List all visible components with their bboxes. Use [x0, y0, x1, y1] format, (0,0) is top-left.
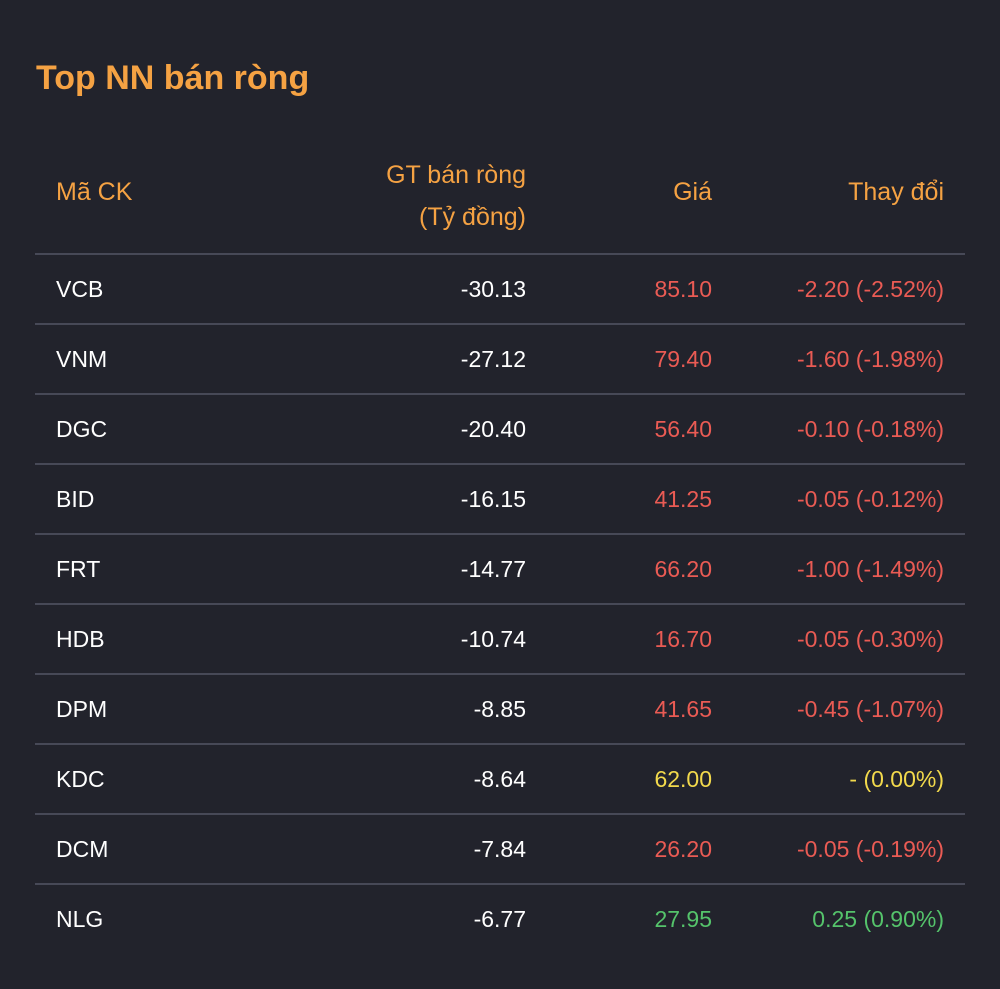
- price-change: -1.60 (-1.98%): [796, 346, 944, 372]
- price: 41.65: [654, 696, 712, 722]
- stock-code: FRT: [56, 556, 101, 582]
- table-header: Mã CK GT bán ròng (Tỷ đồng) Giá Thay đổi: [35, 140, 965, 255]
- table-body: VCB -30.13 85.10 -2.20 (-2.52%) VNM -27.12 79.…: [35, 255, 965, 955]
- price: 79.40: [654, 346, 712, 372]
- net-sell-value: -16.15: [460, 486, 526, 512]
- stock-code: VCB: [56, 276, 104, 302]
- net-sell-value: -20.40: [460, 416, 526, 442]
- table-row[interactable]: DCM -7.84 26.20 -0.05 (-0.19%): [35, 815, 965, 885]
- table-row[interactable]: DGC -20.40 56.40 -0.10 (-0.18%): [35, 395, 965, 465]
- stock-code: DPM: [56, 696, 108, 722]
- price: 56.40: [654, 416, 712, 442]
- column-header-code[interactable]: Mã CK: [56, 178, 133, 206]
- price-change: - (0.00%): [849, 766, 944, 792]
- price-change: -0.10 (-0.18%): [796, 416, 944, 442]
- net-sell-value: -14.77: [460, 556, 526, 582]
- price: 26.20: [654, 836, 712, 862]
- stock-code: HDB: [56, 626, 105, 652]
- net-sell-value: -10.74: [460, 626, 526, 652]
- price: 62.00: [654, 766, 712, 792]
- table-row[interactable]: VNM -27.12 79.40 -1.60 (-1.98%): [35, 325, 965, 395]
- net-sell-value: -8.64: [473, 766, 526, 792]
- table-row[interactable]: NLG -6.77 27.95 0.25 (0.90%): [35, 885, 965, 955]
- stock-code: DGC: [56, 416, 108, 442]
- net-sell-value: -30.13: [460, 276, 526, 302]
- table-row[interactable]: DPM -8.85 41.65 -0.45 (-1.07%): [35, 675, 965, 745]
- price-change: 0.25 (0.90%): [812, 906, 944, 932]
- column-header-change[interactable]: Thay đổi: [848, 178, 944, 206]
- column-header-net-sell-value-line2: (Tỷ đồng): [419, 203, 526, 231]
- price-change: -0.05 (-0.30%): [796, 626, 944, 652]
- price-change: -2.20 (-2.52%): [796, 276, 944, 302]
- price-change: -0.05 (-0.12%): [796, 486, 944, 512]
- price: 41.25: [654, 486, 712, 512]
- table-row[interactable]: HDB -10.74 16.70 -0.05 (-0.30%): [35, 605, 965, 675]
- net-sell-value: -6.77: [473, 906, 526, 932]
- stock-code: VNM: [56, 346, 108, 372]
- price: 16.70: [654, 626, 712, 652]
- column-header-net-sell-value-line1: GT bán ròng: [386, 161, 526, 189]
- stock-code: KDC: [56, 766, 105, 792]
- table-row[interactable]: VCB -30.13 85.10 -2.20 (-2.52%): [35, 255, 965, 325]
- net-sell-value: -27.12: [460, 346, 526, 372]
- price-change: -0.45 (-1.07%): [796, 696, 944, 722]
- price-change: -1.00 (-1.49%): [796, 556, 944, 582]
- stock-code: DCM: [56, 836, 109, 862]
- price: 27.95: [654, 906, 712, 932]
- net-sell-value: -8.85: [473, 696, 526, 722]
- price: 66.20: [654, 556, 712, 582]
- stock-code: NLG: [56, 906, 104, 932]
- net-sell-value: -7.84: [473, 836, 526, 862]
- net-sell-table: Mã CK GT bán ròng (Tỷ đồng) Giá Thay đổi…: [35, 140, 965, 955]
- price-change: -0.05 (-0.19%): [796, 836, 944, 862]
- price: 85.10: [654, 276, 712, 302]
- page-title: Top NN bán ròng: [36, 59, 310, 97]
- column-header-net-sell-value[interactable]: GT bán ròng (Tỷ đồng): [386, 154, 526, 238]
- column-header-price[interactable]: Giá: [673, 178, 712, 206]
- table-row[interactable]: BID -16.15 41.25 -0.05 (-0.12%): [35, 465, 965, 535]
- table-row[interactable]: FRT -14.77 66.20 -1.00 (-1.49%): [35, 535, 965, 605]
- stock-code: BID: [56, 486, 95, 512]
- table-row[interactable]: KDC -8.64 62.00 - (0.00%): [35, 745, 965, 815]
